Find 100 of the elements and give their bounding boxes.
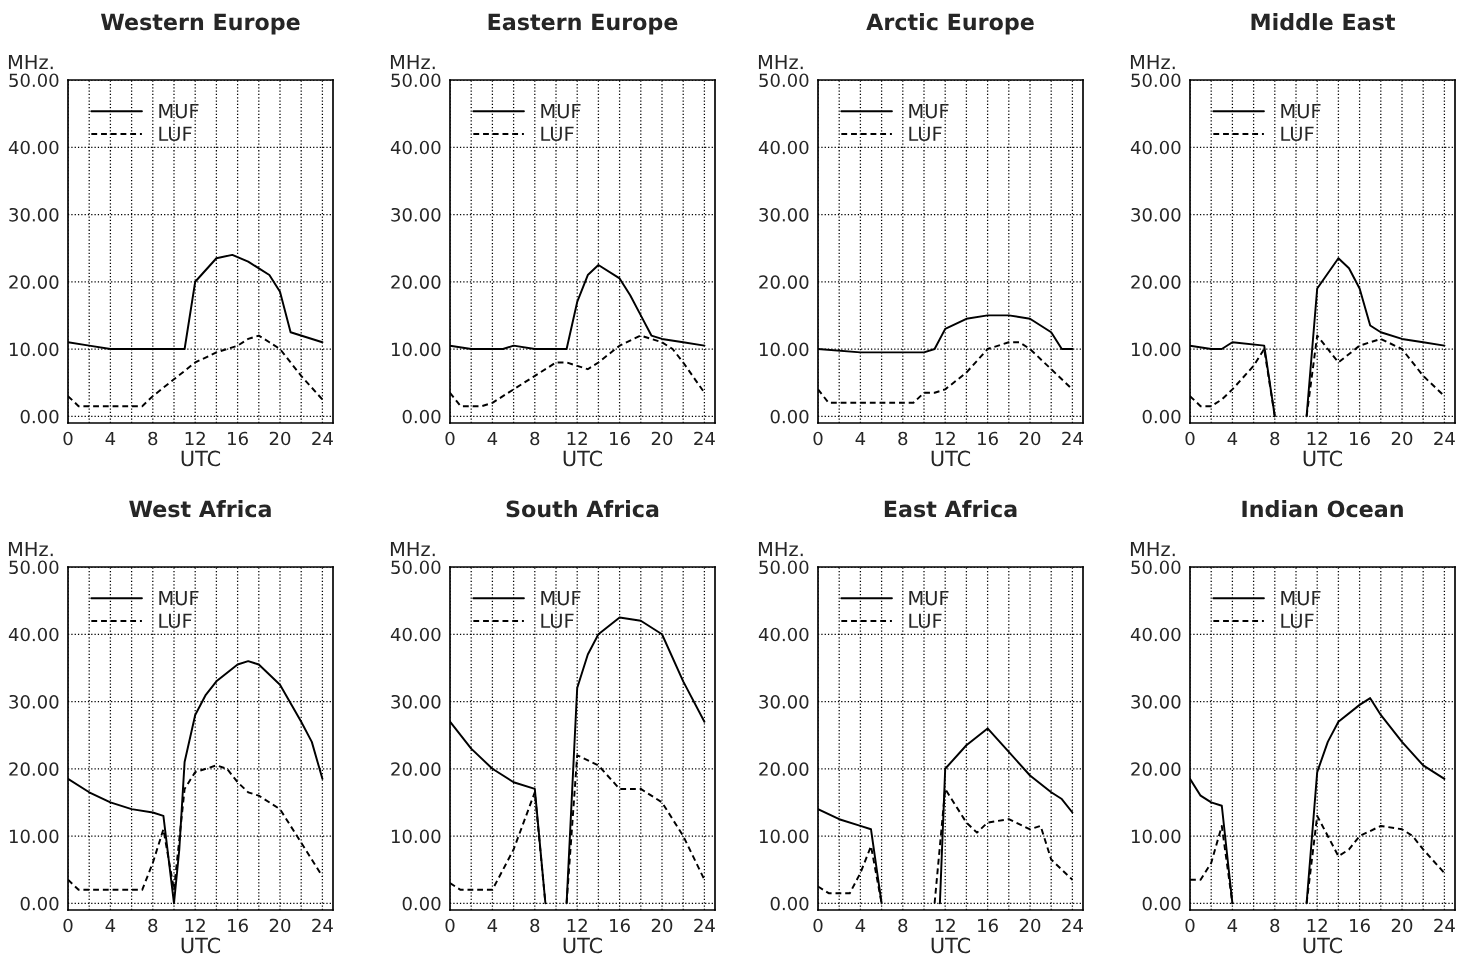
y-tick-label: 10.00 — [391, 829, 441, 844]
y-tick-label: 20.00 — [9, 762, 59, 776]
y-tick-label: 0.00 — [1142, 409, 1181, 424]
x-axis-title: UTC — [931, 937, 971, 954]
y-tick-label: 50.00 — [9, 560, 59, 575]
x-tick-label: 20 — [1391, 431, 1413, 446]
chart-title: Indian Ocean — [1242, 500, 1403, 518]
x-tick-label: 20 — [651, 918, 673, 933]
x-axis-title: UTC — [1303, 937, 1343, 954]
y-tick-label: 10.00 — [759, 829, 809, 844]
y-tick-label: 30.00 — [391, 207, 441, 222]
y-axis-title: MHz. — [1130, 541, 1175, 557]
x-tick-label: 4 — [487, 918, 498, 933]
x-tick-label: 4 — [1227, 918, 1238, 933]
legend-label: LUF — [1281, 126, 1314, 142]
y-tick-label: 0.00 — [20, 896, 59, 911]
y-axis-title: MHz. — [390, 541, 435, 557]
chart-title: Eastern Europe — [488, 13, 678, 35]
y-tick-label: 30.00 — [9, 694, 59, 709]
x-tick-label: 8 — [530, 918, 540, 933]
chart-title: South Africa — [506, 500, 659, 518]
y-tick-label: 50.00 — [391, 73, 441, 88]
x-tick-label: 8 — [898, 918, 908, 933]
x-tick-label: 0 — [1185, 918, 1195, 933]
legend-label: LUF — [1281, 613, 1314, 629]
x-tick-label: 8 — [898, 431, 908, 446]
x-tick-label: 16 — [228, 918, 248, 933]
x-tick-label: 16 — [978, 431, 998, 446]
y-tick-label: 10.00 — [1131, 829, 1181, 844]
y-tick-label: 50.00 — [391, 560, 441, 575]
y-tick-label: 30.00 — [1131, 694, 1181, 709]
x-axis-title: UTC — [563, 937, 603, 954]
legend-label: LUF — [541, 613, 574, 629]
y-axis-title: MHz. — [8, 54, 53, 70]
x-tick-label: 12 — [567, 918, 587, 933]
y-tick-label: 10.00 — [391, 342, 441, 357]
x-tick-label: 16 — [228, 431, 248, 446]
y-tick-label: 40.00 — [390, 627, 441, 642]
x-tick-label: 8 — [148, 431, 158, 446]
legend-label: MUF — [1281, 590, 1321, 606]
chart-title: Western Europe — [100, 13, 300, 35]
x-tick-label: 8 — [530, 431, 540, 446]
x-tick-label: 12 — [1307, 918, 1327, 933]
x-tick-label: 24 — [1062, 918, 1083, 933]
legend-label: LUF — [159, 126, 192, 142]
y-axis-title: MHz. — [1130, 54, 1175, 70]
y-tick-label: 30.00 — [759, 207, 809, 222]
x-tick-label: 0 — [63, 431, 73, 446]
x-tick-label: 0 — [813, 918, 823, 933]
x-tick-label: 24 — [1062, 431, 1083, 446]
legend-label: LUF — [159, 613, 192, 629]
y-tick-label: 20.00 — [9, 275, 59, 289]
legend-label: LUF — [909, 126, 942, 142]
y-tick-label: 40.00 — [1130, 140, 1181, 155]
y-axis-title: MHz. — [758, 541, 803, 557]
x-tick-label: 20 — [1019, 918, 1041, 933]
y-axis-title: MHz. — [390, 54, 435, 70]
chart-title: West Africa — [129, 500, 271, 518]
y-tick-label: 10.00 — [9, 342, 59, 357]
x-tick-label: 0 — [445, 918, 455, 933]
x-axis-title: UTC — [1303, 450, 1343, 467]
y-tick-label: 30.00 — [759, 694, 809, 709]
y-tick-label: 50.00 — [759, 73, 809, 88]
x-tick-label: 24 — [312, 918, 333, 933]
x-axis-title: UTC — [931, 450, 971, 467]
legend-label: MUF — [1281, 103, 1321, 119]
y-tick-label: 50.00 — [9, 73, 59, 88]
x-tick-label: 0 — [1185, 431, 1195, 446]
y-tick-label: 10.00 — [9, 829, 59, 844]
x-tick-label: 16 — [978, 918, 998, 933]
y-tick-label: 30.00 — [391, 694, 441, 709]
x-tick-label: 8 — [148, 918, 158, 933]
x-axis-title: UTC — [181, 450, 221, 467]
x-tick-label: 24 — [1434, 431, 1455, 446]
x-tick-label: 20 — [269, 918, 291, 933]
x-tick-label: 16 — [610, 431, 630, 446]
x-tick-label: 12 — [935, 431, 955, 446]
y-tick-label: 50.00 — [1131, 560, 1181, 575]
legend-label: MUF — [541, 103, 581, 119]
x-tick-label: 12 — [1307, 431, 1327, 446]
x-tick-label: 24 — [312, 431, 333, 446]
x-tick-label: 20 — [1019, 431, 1041, 446]
y-tick-label: 0.00 — [402, 409, 441, 424]
y-tick-label: 40.00 — [8, 627, 59, 642]
y-tick-label: 20.00 — [391, 275, 441, 289]
y-tick-label: 20.00 — [391, 762, 441, 776]
y-tick-label: 10.00 — [759, 342, 809, 357]
x-tick-label: 20 — [651, 431, 673, 446]
x-tick-label: 24 — [694, 431, 715, 446]
y-tick-label: 40.00 — [8, 140, 59, 155]
x-tick-label: 12 — [185, 918, 205, 933]
legend-label: LUF — [909, 613, 942, 629]
x-tick-label: 20 — [269, 431, 291, 446]
x-tick-label: 0 — [445, 431, 455, 446]
y-axis-title: MHz. — [8, 541, 53, 557]
x-tick-label: 24 — [1434, 918, 1455, 933]
chart-title: East Africa — [884, 500, 1017, 518]
y-tick-label: 40.00 — [1130, 627, 1181, 642]
y-tick-label: 20.00 — [1131, 275, 1181, 289]
y-tick-label: 40.00 — [390, 140, 441, 155]
